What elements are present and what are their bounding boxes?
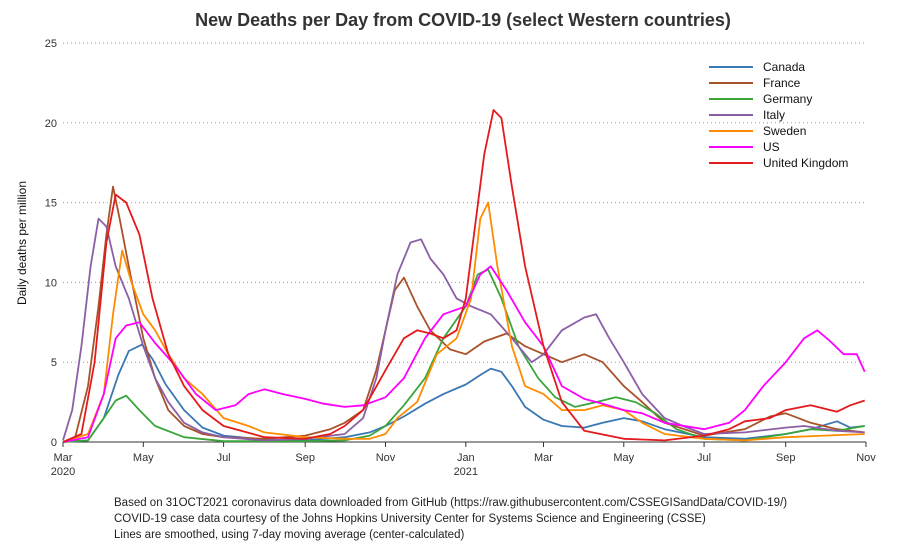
y-tick-label: 5 [51,357,57,369]
x-tick-label: Jul [217,452,231,464]
series-line-sweden [62,201,865,443]
footnote-source: Based on 31OCT2021 coronavirus data down… [114,497,788,509]
series-line-germany [62,268,865,443]
legend: Canada France Germany Italy Sweden US United K… [709,60,848,170]
x-tick-label: Jan [457,452,475,464]
footnotes: Based on 31OCT2021 coronavirus data down… [114,495,787,543]
y-axis-label: Daily deaths per million [15,181,29,305]
legend-label-italy: Italy [763,108,785,122]
series-line-canada [62,343,865,443]
y-tick-label: 25 [45,38,57,50]
footnote-smoothing: Lines are smoothed, using 7-day moving a… [114,529,465,541]
chart-title: New Deaths per Day from COVID-19 (select… [195,10,731,30]
y-tick-label: 0 [51,437,57,449]
x-tick-label: Jul [697,452,711,464]
footnote-credit: COVID-19 case data courtesy of the Johns… [114,513,706,525]
y-tick-label: 20 [45,118,57,130]
x-tick-year: 2020 [51,466,75,478]
x-tick-label: Nov [376,452,396,464]
legend-label-us: US [763,140,780,154]
x-tick-year: 2021 [454,466,478,478]
x-tick-label: May [133,452,154,464]
series-line-us [62,265,866,443]
x-tick-label: Sep [295,452,315,464]
y-tick-label: 10 [45,277,57,289]
legend-label-united-kingdom: United Kingdom [763,156,848,170]
x-tick-label: May [613,452,634,464]
y-tick-labels: 0 5 10 15 20 25 [45,38,57,449]
series-line-italy [62,217,865,442]
legend-label-germany: Germany [763,92,812,106]
y-tick-label: 15 [45,198,57,210]
series-lines [62,109,866,443]
legend-label-canada: Canada [763,60,805,74]
x-tick-label: Nov [856,452,876,464]
x-tick-label: Sep [776,452,796,464]
legend-label-sweden: Sweden [763,124,806,138]
x-tick-label: Mar [534,452,553,464]
x-axis: Mar 2020 May Jul Sep Nov Jan 2021 Mar May Jul Sep No… [51,441,876,478]
series-line-united-kingdom [62,109,865,443]
series-line-france [62,185,865,443]
x-tick-label: Mar [54,452,73,464]
legend-label-france: France [763,76,801,90]
